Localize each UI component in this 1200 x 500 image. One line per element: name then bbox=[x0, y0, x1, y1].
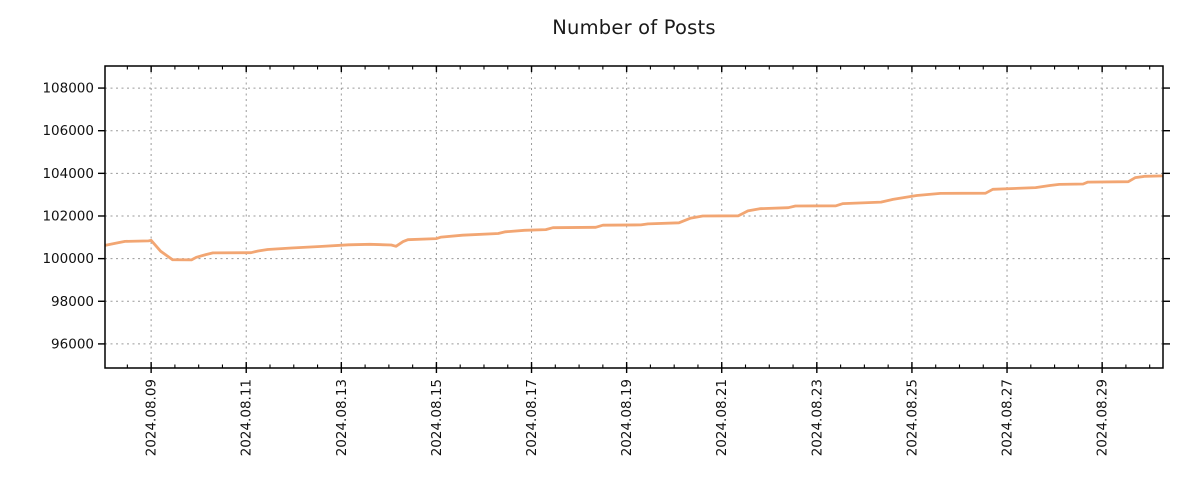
x-tick-label: 2024.08.11 bbox=[239, 379, 255, 456]
x-tick-label: 2024.08.15 bbox=[429, 379, 445, 456]
chart-title: Number of Posts bbox=[552, 16, 716, 39]
x-tick-label: 2024.08.27 bbox=[1000, 379, 1016, 456]
x-tick-label: 2024.08.25 bbox=[904, 379, 920, 456]
y-tick-label: 104000 bbox=[42, 166, 94, 182]
x-tick-label: 2024.08.29 bbox=[1095, 379, 1111, 456]
x-tick-label: 2024.08.19 bbox=[619, 379, 635, 456]
y-tick-label: 96000 bbox=[51, 336, 94, 352]
y-tick-label: 98000 bbox=[51, 294, 94, 310]
plot-border bbox=[104, 65, 1164, 369]
x-tick-label: 2024.08.17 bbox=[524, 379, 540, 456]
x-tick-label: 2024.08.09 bbox=[144, 379, 160, 456]
y-tick-label: 106000 bbox=[42, 123, 94, 139]
series-line bbox=[104, 174, 1164, 262]
y-tick-label: 102000 bbox=[42, 208, 94, 224]
x-tick-label: 2024.08.21 bbox=[714, 379, 730, 456]
x-tick-label: 2024.08.23 bbox=[809, 379, 825, 456]
y-tick-label: 108000 bbox=[42, 81, 94, 97]
y-tick-label: 100000 bbox=[42, 251, 94, 267]
x-tick-label: 2024.08.13 bbox=[334, 379, 350, 456]
